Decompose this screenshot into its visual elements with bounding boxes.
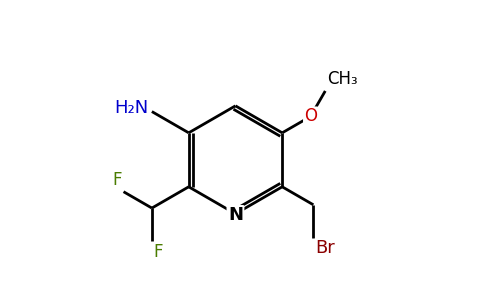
Text: CH₃: CH₃ xyxy=(327,70,358,88)
Text: F: F xyxy=(112,171,122,189)
Text: N: N xyxy=(228,206,243,224)
Text: H₂N: H₂N xyxy=(114,99,149,117)
Text: F: F xyxy=(153,243,163,261)
Text: Br: Br xyxy=(315,239,335,257)
Text: O: O xyxy=(304,107,317,125)
